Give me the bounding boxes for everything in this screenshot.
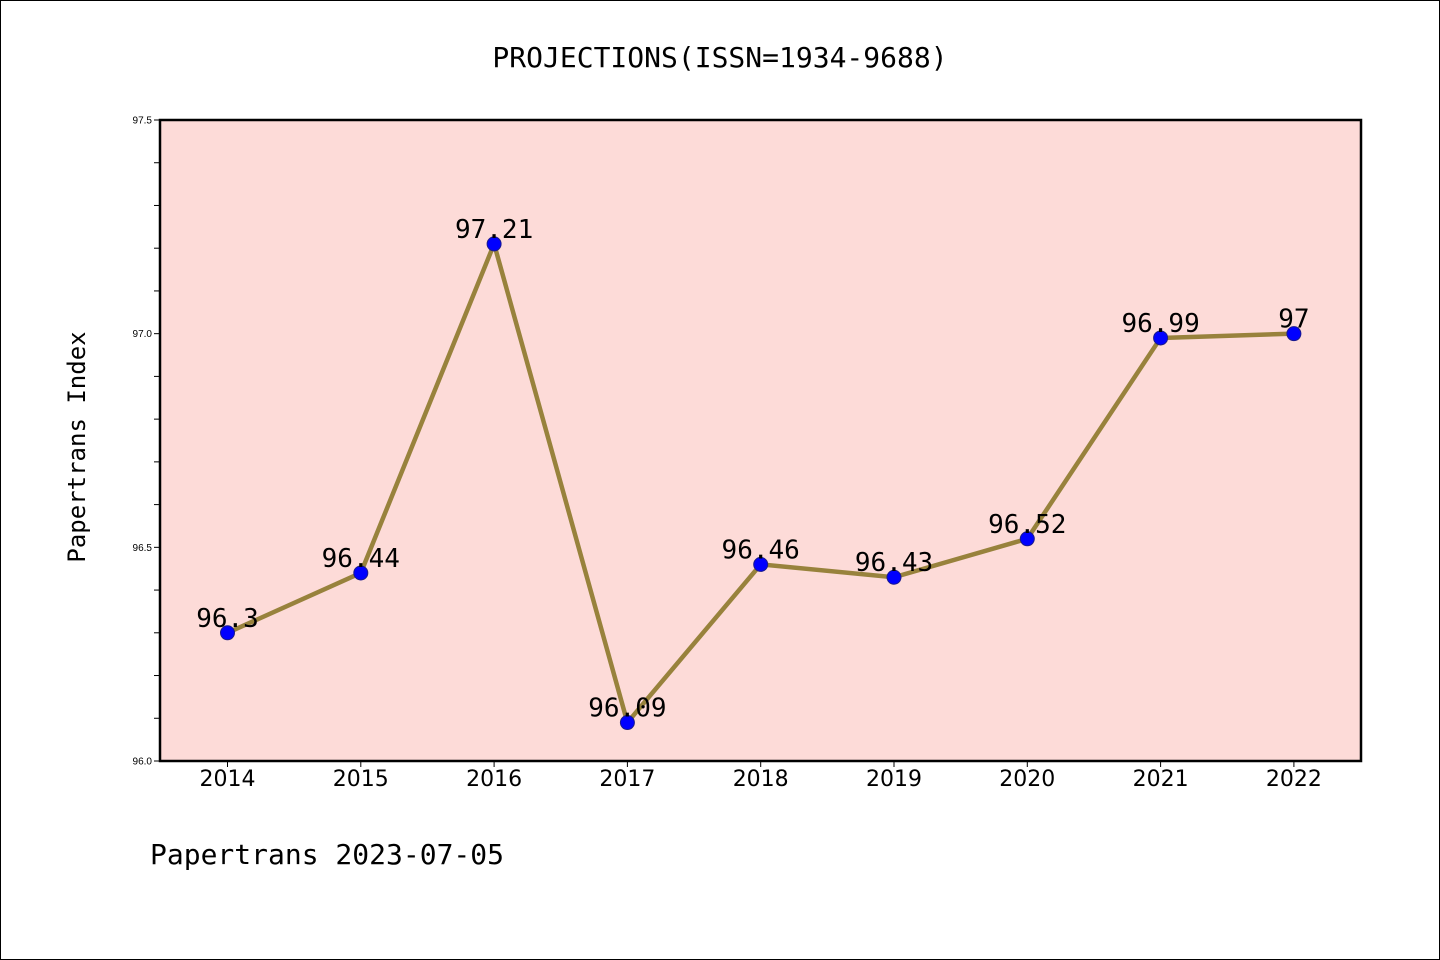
data-label: 96.43 [855, 548, 933, 578]
data-label: 97.21 [455, 215, 533, 245]
data-labels-group: 96.3 96.44 97.21 96.09 96.46 96.43 96.52 96.99 9… [196, 215, 1309, 724]
x-tick-label: 2019 [866, 767, 922, 792]
x-tick-label: 2014 [200, 767, 256, 792]
y-tick-label: 97.5 [133, 116, 153, 127]
x-tick-label: 2015 [333, 767, 389, 792]
x-tick-label: 2017 [599, 767, 655, 792]
data-point-marker [1286, 326, 1302, 342]
data-label: 96.09 [588, 694, 666, 724]
data-point-marker [619, 715, 635, 731]
x-tick-label: 2022 [1266, 767, 1322, 792]
x-tick-label: 2016 [466, 767, 522, 792]
x-tick-label: 2020 [999, 767, 1055, 792]
data-point-marker [1153, 330, 1169, 346]
plot-area [158, 118, 1363, 763]
data-point-marker [886, 569, 902, 585]
y-axis: 96.0 96.5 97.0 97.5 [133, 116, 160, 768]
data-point-marker [486, 236, 502, 252]
footer-text: Papertrans 2023-07-05 [150, 838, 504, 871]
y-axis-label: Papertrans Index [63, 331, 91, 562]
markers-group [220, 236, 1302, 731]
data-label: 96.44 [322, 544, 400, 574]
data-label: 97 [1278, 305, 1309, 335]
data-label: 96.99 [1121, 309, 1199, 339]
y-tick-label: 97.0 [133, 329, 153, 340]
x-tick-label: 2018 [733, 767, 789, 792]
x-axis: 2014 2015 2016 2017 2018 2019 2020 2021 2022 [200, 761, 1322, 792]
y-tick-label: 96.5 [133, 543, 153, 554]
x-tick-label: 2021 [1133, 767, 1189, 792]
y-tick-label: 96.0 [133, 757, 153, 768]
data-label: 96.3 [196, 604, 259, 634]
data-point-marker [353, 565, 369, 581]
data-label: 96.46 [722, 535, 800, 565]
data-label: 96.52 [988, 510, 1066, 540]
chart-title: PROJECTIONS(ISSN=1934-9688) [492, 41, 947, 74]
data-point-marker [1019, 531, 1035, 547]
data-point-marker [220, 625, 235, 641]
data-point-marker [753, 556, 769, 572]
